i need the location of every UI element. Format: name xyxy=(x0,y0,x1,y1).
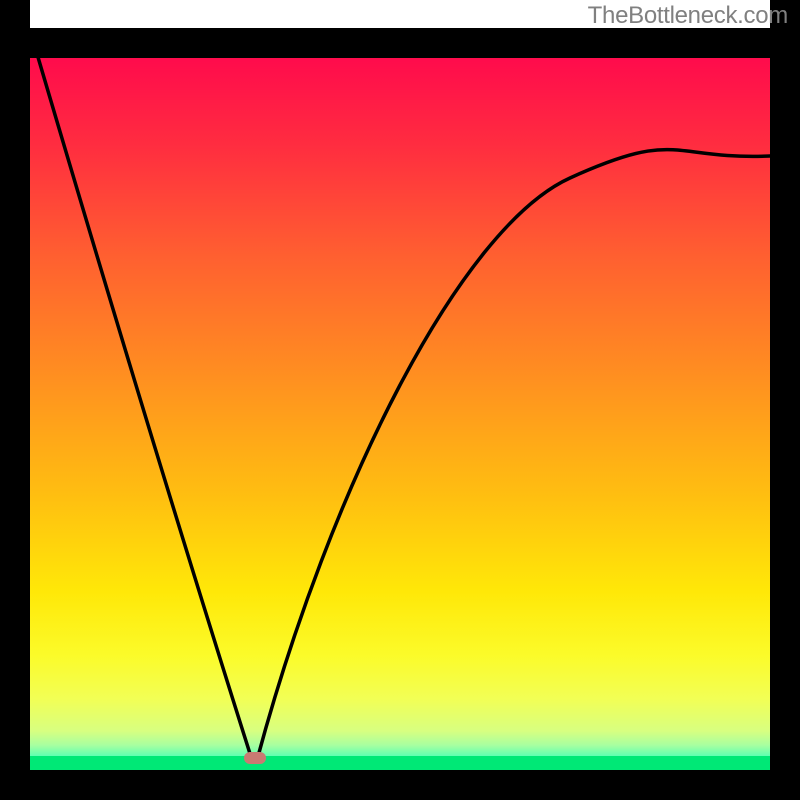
plot-border-left xyxy=(0,0,30,800)
plot-border-right xyxy=(770,0,800,800)
watermark-text: TheBottleneck.com xyxy=(588,2,788,30)
chart-frame: TheBottleneck.com xyxy=(0,0,800,800)
curve-path xyxy=(30,58,770,760)
bottleneck-curve xyxy=(30,58,770,770)
plot-area xyxy=(30,58,770,770)
plot-border-top xyxy=(0,28,800,58)
dip-marker xyxy=(244,752,266,764)
plot-border-bottom xyxy=(0,770,800,800)
